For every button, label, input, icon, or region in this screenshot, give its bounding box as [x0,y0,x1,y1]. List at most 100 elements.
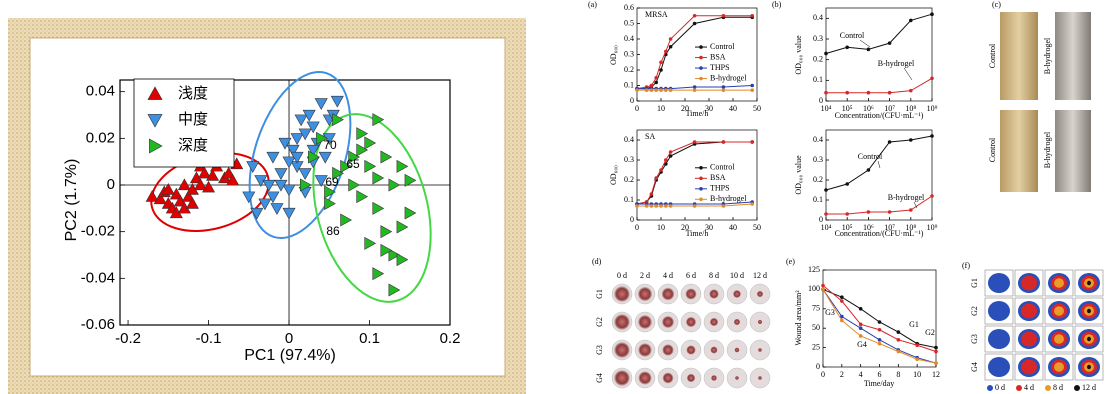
y-axis-label: PC2 (1.7%) [63,159,80,242]
scatter-point [298,168,312,180]
panel-label: (a) [588,0,597,9]
chart: 0 10 20 30 40 50 0 0.1 0.2 0.3 0.4 Time/h OD₆₀₀ SA Con… [609,129,761,238]
column-label: 12 d [753,271,767,280]
y-tick-label: 0.1 [624,195,634,204]
scatter-point [300,178,312,192]
wound-area [614,342,630,358]
data-point [930,194,934,198]
data-point [635,88,639,92]
y-tick-label: 0.1 [813,75,823,84]
scatter-point [262,179,276,192]
x-tick-label: 10 [657,223,665,232]
heatmap-blob [1087,364,1091,370]
series-line [637,203,753,207]
y-tick-label: 0.2 [813,175,823,184]
wound-area [638,371,652,385]
data-point [858,322,863,327]
y-tick-label: 0 [819,215,823,224]
scatter-point [348,150,361,164]
photo-label: Control [988,137,997,162]
series-line [826,77,933,94]
x-axis-label: Concentration/(CFU·mL⁻¹) [835,111,924,120]
scatter-point [185,197,199,209]
annotation-leader [913,201,918,209]
data-point [915,343,919,348]
legend-marker [699,197,703,202]
scatter-point [324,197,336,211]
wound-area [710,346,718,354]
y-axis-label: OD₆₀₀ value [794,35,803,75]
panel-label: (d) [592,257,602,266]
y-tick-label: 0 [819,96,823,105]
photo-panels [1000,12,1091,192]
y-axis-label: Wound area/mm² [794,290,803,346]
data-point [824,90,828,95]
x-tick-label: 10⁷ [884,104,895,113]
data-point [668,37,673,41]
y-tick-label: 0.3 [624,155,634,164]
y-tick-label: 0.5 [624,18,634,27]
y-tick-label: 0.4 [813,135,823,144]
data-point [824,188,828,192]
legend-marker [147,86,163,100]
photo-label: B-hydrogel [1043,37,1052,74]
data-point [659,88,663,92]
wound-area [709,317,719,327]
scatter-point [266,151,280,164]
data-point [934,345,938,350]
x-tick-label: 10⁶ [863,104,874,113]
wound-area [735,376,739,380]
scatter-point [290,133,304,145]
chart: 0 10 20 30 40 50 0 0.1 0.2 0.3 0.4 0.5 0.6 Time/h OD₆₀… [609,3,761,118]
scatter-point [270,203,284,215]
annotation-leader [859,39,871,48]
data-point [750,202,754,206]
legend-label: BSA [710,173,726,182]
heatmap-blob [1054,278,1064,288]
x-tick-label: 20 [681,223,689,232]
data-point [909,88,913,93]
x-tick-label: 10⁴ [821,223,832,232]
row-label: G2 [970,306,979,316]
data-point [664,204,668,208]
data-point [840,295,844,299]
series-line [825,13,933,54]
scatter-point [181,190,195,202]
legend-dot [1016,385,1022,391]
legend-label: 0 d [995,383,1005,392]
annotation: 65 [346,157,360,171]
y-tick-label: 0.3 [813,155,823,164]
row-label: G3 [970,334,979,344]
x-tick-label: 30 [705,223,713,232]
data-point [659,60,663,65]
y-tick-label: 0 [816,362,820,371]
x-tick-label: 8 [896,370,900,379]
y-tick-label: 0.4 [624,34,634,43]
x-tick-label: 20 [681,104,689,113]
data-point [668,204,673,208]
annotation: Control [840,31,865,40]
data-point [858,326,863,331]
data-point [635,204,639,208]
scatter-point [380,225,393,239]
data-point [887,41,892,45]
legend-marker [699,166,703,170]
wound-area [757,319,763,325]
annotation: G2 [925,328,935,337]
heatmap-blob [1087,280,1091,286]
scatter-point [308,150,320,164]
scatter-point [193,178,207,191]
chart: 10⁴ 10⁵ 10⁶ 10⁷ 10⁸ 10⁹ 0 0.1 0.2 0.3 0.4 Concentra… [794,7,938,120]
heatmap-blob [988,357,1010,377]
scatter-point [318,151,332,164]
x-tick-label: 10⁹ [927,104,938,113]
scatter-point [396,253,409,267]
data-point [649,192,654,196]
legend-label: 深度 [178,137,208,154]
y-tick-label: -0.02 [81,223,115,240]
data-point [896,349,901,354]
scatter-point [372,201,385,215]
x-axis-label: PC1 (97.4%) [244,347,336,364]
annotation: Control [858,152,883,161]
scatter-point [198,166,212,179]
